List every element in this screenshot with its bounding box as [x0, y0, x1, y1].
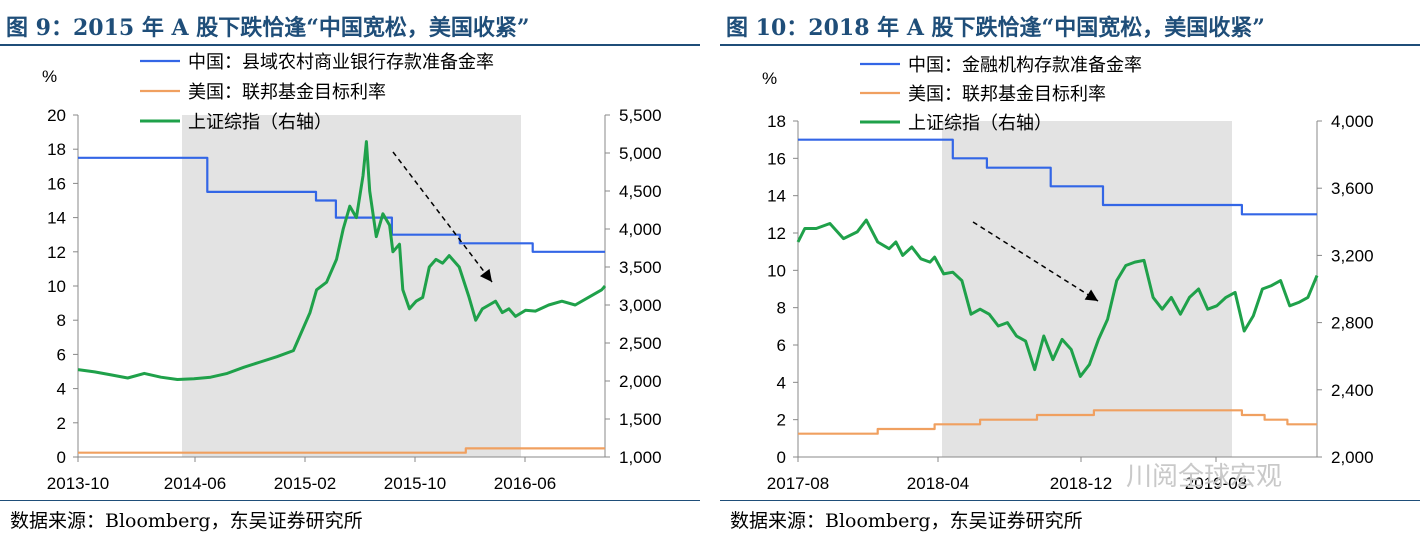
- left-tick-label: 2: [777, 411, 786, 430]
- watermark: 川阅全球宏观: [1126, 462, 1283, 492]
- chart-canvas: 0 2 4 6 8 10 12 14 16 18 2,000 2,400 2,800 3,200 3,600…: [762, 55, 1374, 493]
- legend-label: 美国：联邦基金目标利率: [188, 82, 386, 103]
- trend-arrowhead: [479, 268, 492, 282]
- right-tick-label: 4,500: [619, 182, 662, 201]
- left-tick-label: 8: [57, 311, 66, 330]
- left-tick-label: 10: [767, 261, 786, 280]
- x-tick-label: 2014-06: [164, 474, 226, 493]
- legend-label: 上证综指（右轴）: [188, 112, 332, 133]
- source-note: 数据来源：Bloomberg，东吴证券研究所: [730, 510, 1083, 532]
- x-tick-label: 2017-08: [767, 474, 829, 493]
- left-tick-label: 6: [57, 345, 66, 364]
- trend-arrow: [972, 221, 1099, 302]
- shaded-region: [182, 115, 521, 457]
- chart-title: 图 9：2015 年 A 股下跌恰逢“中国宽松，美国收紧”: [6, 15, 530, 41]
- series-line: [798, 409, 1317, 435]
- right-tick-label: 3,500: [619, 258, 662, 277]
- left-axis-unit: %: [762, 69, 777, 88]
- bottom-divider: [0, 500, 700, 501]
- x-tick-label: 2016-06: [494, 474, 556, 493]
- source-note: 数据来源：Bloomberg，东吴证券研究所: [10, 510, 363, 532]
- right-tick-label: 3,200: [1331, 246, 1374, 265]
- right-tick-label: 1,500: [619, 410, 662, 429]
- x-tick-label: 2018-12: [1050, 474, 1112, 493]
- left-tick-label: 16: [47, 174, 66, 193]
- right-tick-label: 5,500: [619, 106, 662, 125]
- chart-panel-right: 图 10：2018 年 A 股下跌恰逢“中国宽松，美国收紧” 0 2 4 6 8 10 12…: [720, 0, 1420, 540]
- series-line: [798, 138, 1317, 216]
- left-tick-label: 0: [57, 448, 66, 467]
- left-tick-label: 20: [47, 106, 66, 125]
- right-tick-label: 4,000: [619, 220, 662, 239]
- left-tick-label: 2: [57, 414, 66, 433]
- left-tick-label: 14: [767, 187, 786, 206]
- left-tick-label: 0: [777, 448, 786, 467]
- right-tick-label: 3,600: [1331, 179, 1374, 198]
- title-divider: [720, 44, 1420, 46]
- chart-title: 图 10：2018 年 A 股下跌恰逢“中国宽松，美国收紧”: [726, 15, 1265, 41]
- right-tick-label: 4,000: [1331, 112, 1374, 131]
- x-tick-label: 2015-10: [384, 474, 446, 493]
- series-line: [78, 156, 605, 253]
- right-tick-label: 3,000: [619, 296, 662, 315]
- left-tick-label: 4: [57, 380, 66, 399]
- x-tick-label: 2018-04: [907, 474, 969, 493]
- left-tick-label: 18: [47, 140, 66, 159]
- right-tick-label: 2,500: [619, 334, 662, 353]
- x-tick-label: 2013-10: [47, 474, 109, 493]
- left-tick-label: 12: [47, 243, 66, 262]
- shaded-region: [942, 121, 1232, 457]
- x-tick-label: 2015-02: [274, 474, 336, 493]
- left-tick-label: 12: [767, 224, 786, 243]
- chart-canvas: 0 2 4 6 8 10 12 14 16 18 20 1,000 1,500 2,000 2,500 3,0…: [42, 52, 662, 493]
- right-tick-label: 2,000: [619, 372, 662, 391]
- right-tick-label: 5,000: [619, 144, 662, 163]
- series-line: [796, 218, 1319, 378]
- legend-label: 美国：联邦基金目标利率: [908, 84, 1106, 105]
- left-tick-label: 18: [767, 112, 786, 131]
- right-tick-label: 2,000: [1331, 448, 1374, 467]
- legend-label: 中国：县域农村商业银行存款准备金率: [188, 52, 494, 73]
- right-tick-label: 2,400: [1331, 381, 1374, 400]
- legend-label: 上证综指（右轴）: [908, 113, 1052, 134]
- left-tick-label: 8: [777, 299, 786, 318]
- legend-label: 中国：金融机构存款准备金率: [908, 55, 1142, 76]
- title-divider: [0, 44, 700, 46]
- left-tick-label: 10: [47, 277, 66, 296]
- right-tick-label: 2,800: [1331, 314, 1374, 333]
- right-tick-label: 1,000: [619, 448, 662, 467]
- trend-arrow: [392, 151, 493, 283]
- series-line: [77, 140, 607, 381]
- series-line: [78, 447, 605, 454]
- trend-arrowhead: [1084, 289, 1098, 301]
- left-tick-label: 6: [777, 336, 786, 355]
- left-tick-label: 14: [47, 209, 66, 228]
- left-tick-label: 16: [767, 149, 786, 168]
- x-tick-label: 2019-08: [1185, 474, 1247, 493]
- left-axis-unit: %: [42, 67, 57, 86]
- chart-panel-left: 图 9：2015 年 A 股下跌恰逢“中国宽松，美国收紧” 0 2 4 6 8 10 12 1…: [0, 0, 700, 540]
- left-tick-label: 4: [777, 373, 786, 392]
- bottom-divider: [720, 500, 1420, 501]
